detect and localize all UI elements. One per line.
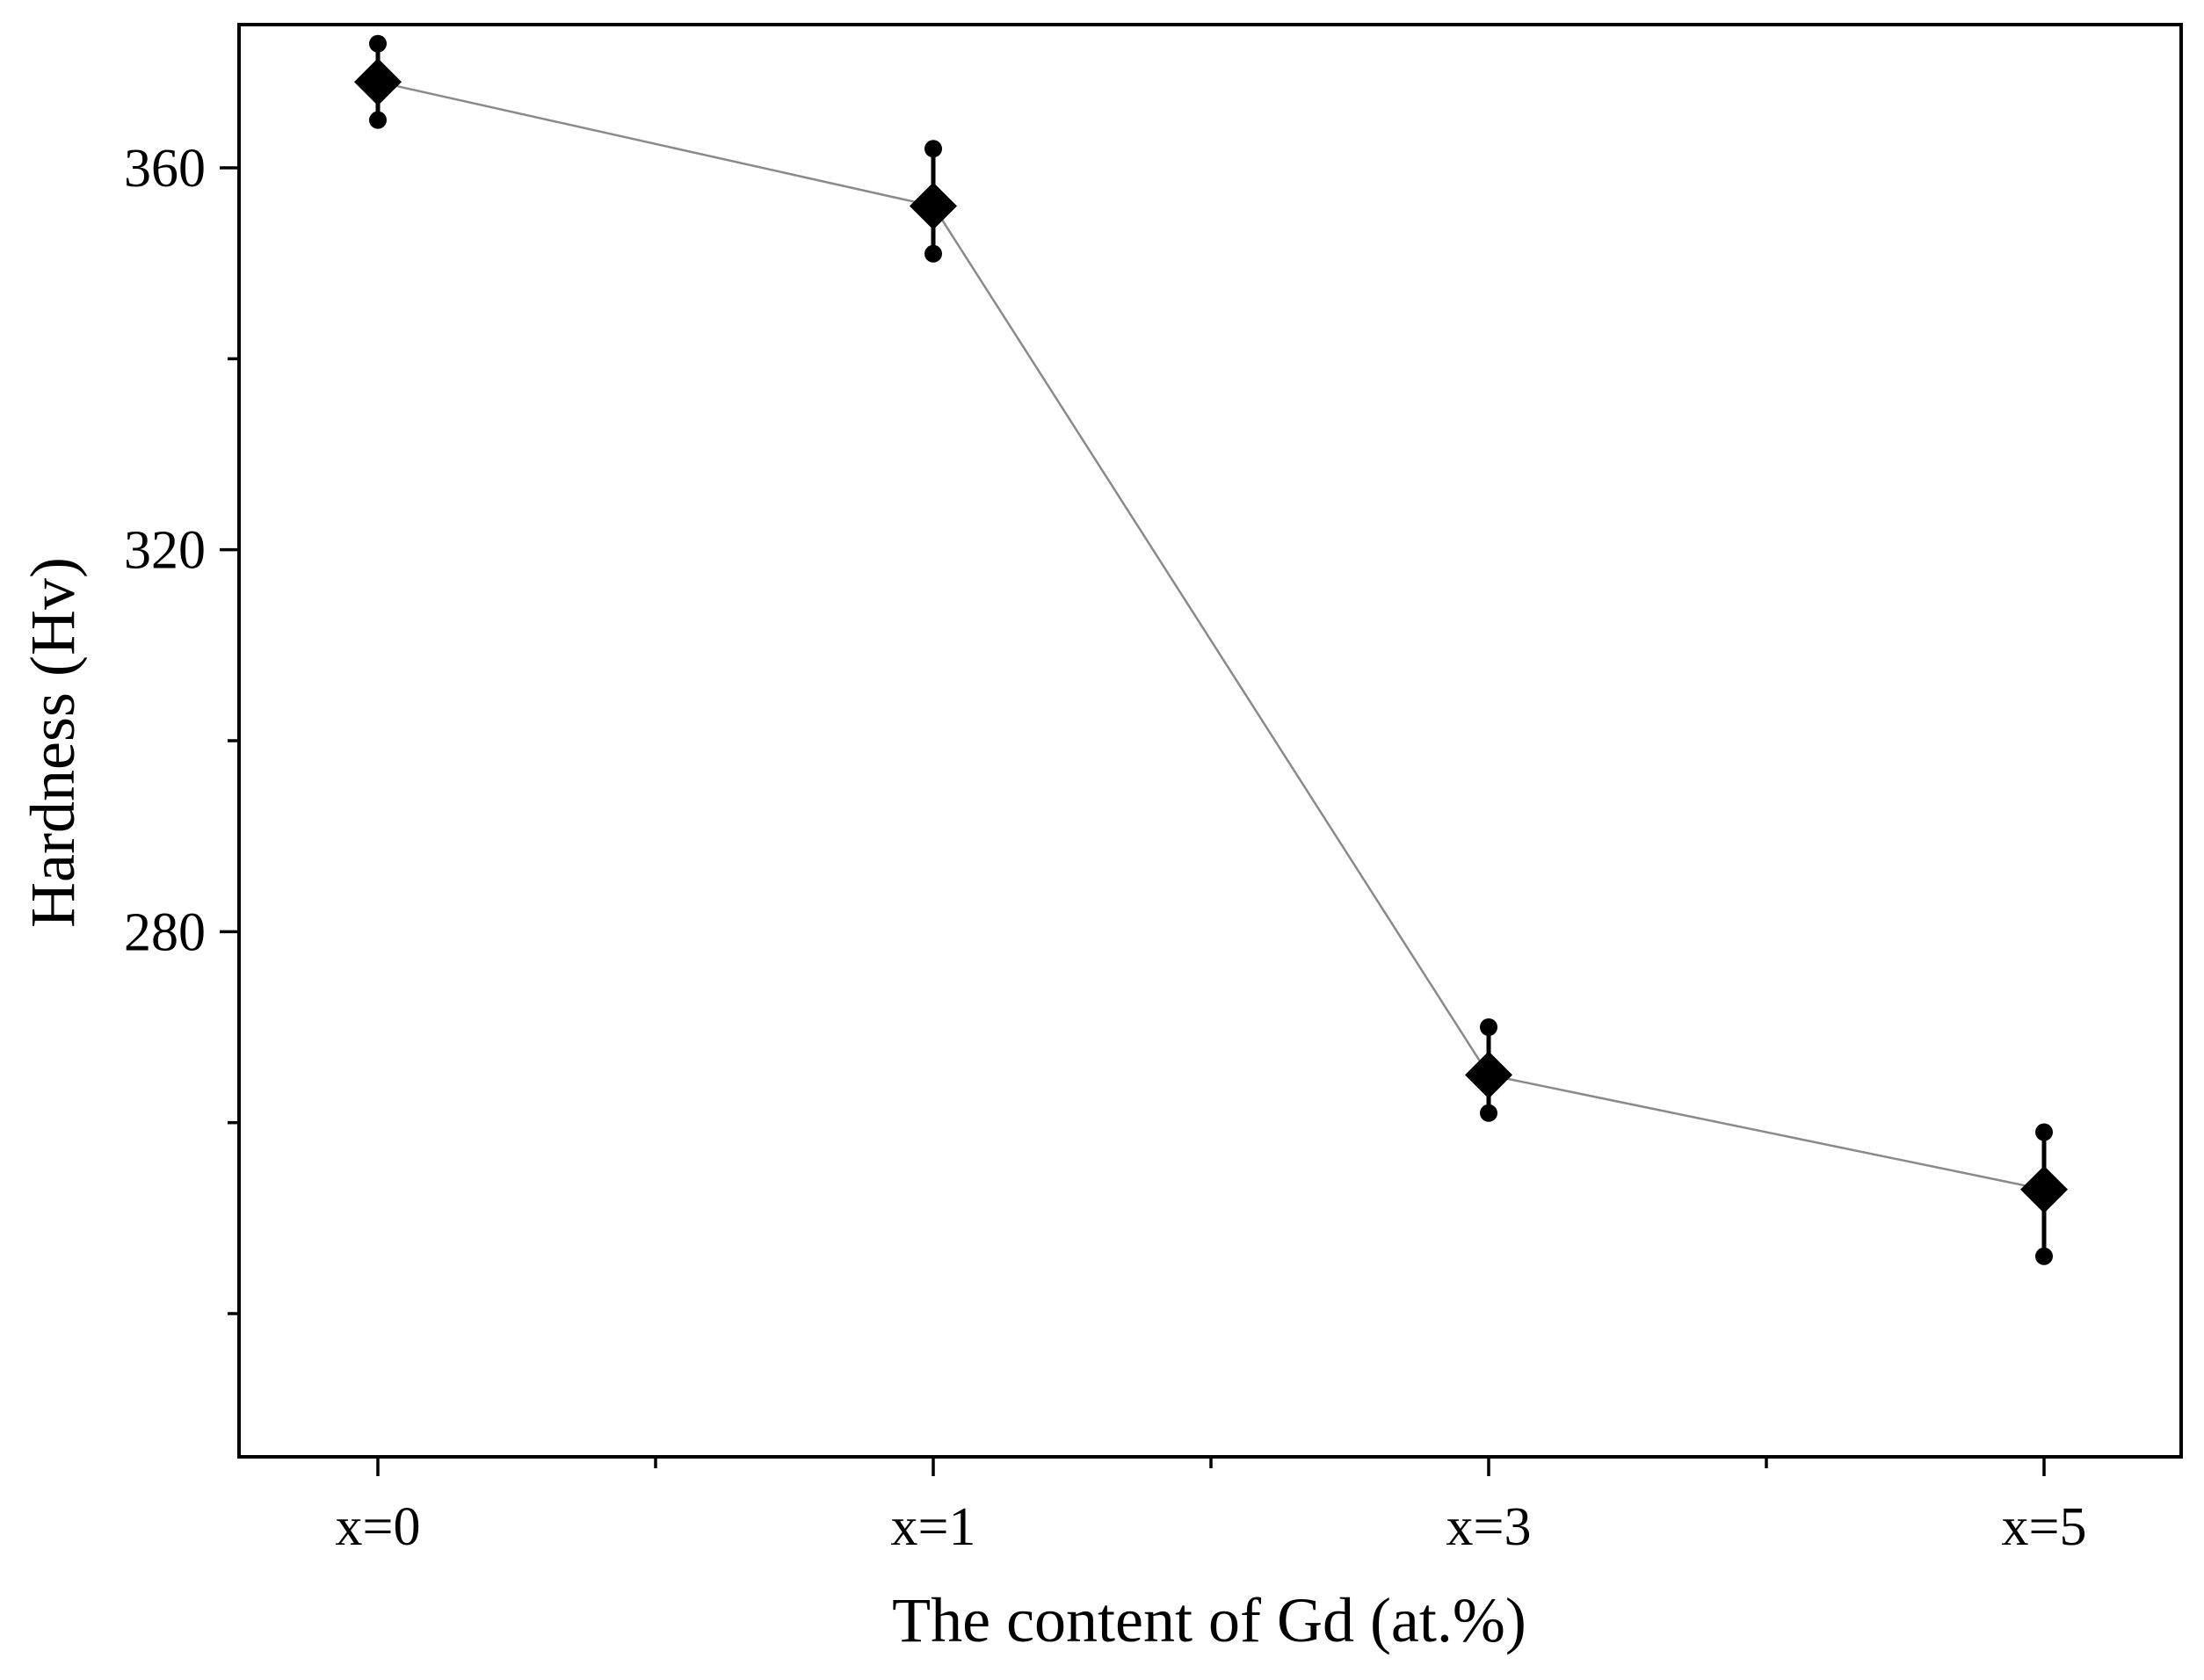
x-tick-label: x=1: [891, 1497, 976, 1557]
error-cap-low: [2035, 1247, 2053, 1265]
error-cap-high: [2035, 1123, 2053, 1141]
data-point: [910, 182, 957, 230]
plot-frame: [237, 23, 2183, 1459]
y-tick-label: 360: [124, 139, 206, 199]
error-cap-high: [369, 34, 387, 53]
x-tick-label: x=5: [2002, 1497, 2087, 1557]
x-axis-title: The content of Gd (at.%): [892, 1585, 1526, 1655]
error-cap-low: [924, 244, 942, 263]
error-cap-low: [1480, 1104, 1497, 1122]
data-point: [2020, 1165, 2068, 1213]
y-tick-label: 320: [124, 521, 206, 581]
series: [354, 34, 2068, 1265]
x-tick-label: x=3: [1446, 1497, 1532, 1557]
series-line: [377, 80, 2045, 1191]
y-axis-title: Hardness (Hv): [18, 557, 88, 928]
data-point: [1465, 1051, 1512, 1099]
data-point: [354, 58, 402, 106]
error-cap-high: [1480, 1018, 1497, 1036]
y-tick-label: 280: [124, 902, 206, 962]
error-cap-high: [924, 140, 942, 158]
axes: [237, 23, 2183, 1459]
error-cap-low: [369, 111, 387, 129]
x-tick-label: x=0: [336, 1497, 421, 1557]
ticks: 280 320 360 x=0 x=1 x=3 x=5: [124, 139, 2086, 1557]
